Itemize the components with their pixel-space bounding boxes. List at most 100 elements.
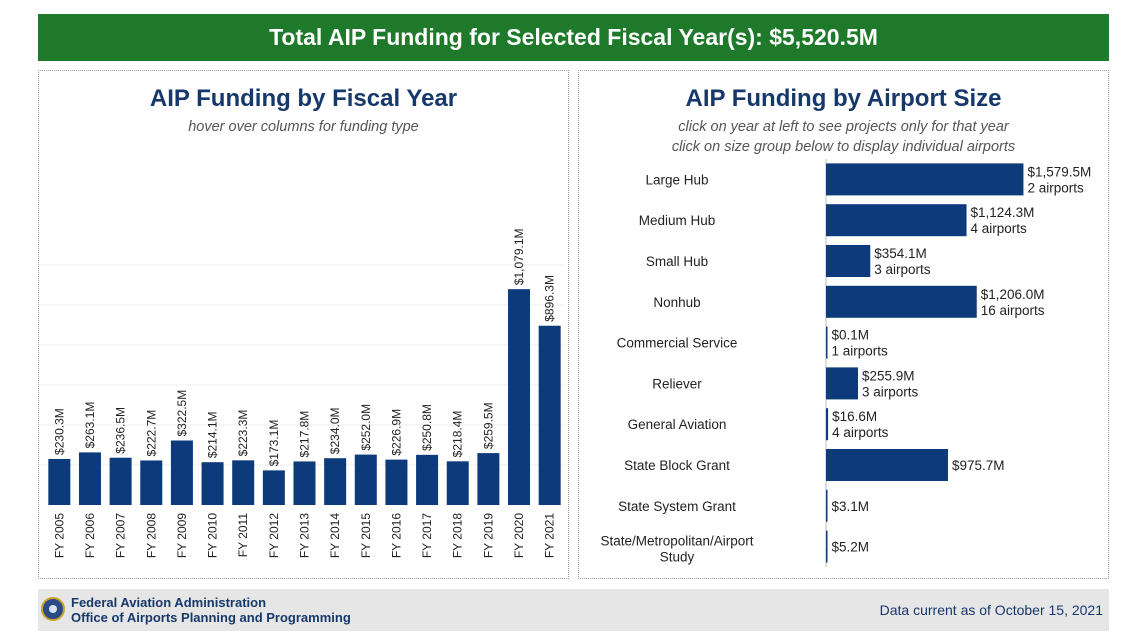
airport-size-value-label: $3.1M [832, 499, 870, 514]
fiscal-year-bar[interactable] [385, 459, 408, 505]
fiscal-year-bar[interactable] [170, 440, 193, 506]
airport-size-value-label: $1,579.5M [1027, 164, 1091, 179]
airport-size-value-label: $5.2M [832, 540, 870, 555]
fiscal-year-bar[interactable] [324, 458, 347, 505]
airport-size-value-label: $1,124.3M [971, 205, 1035, 220]
fiscal-year-bar[interactable] [262, 470, 285, 505]
airport-size-bar[interactable] [826, 163, 1024, 196]
fiscal-year-panel: AIP Funding by Fiscal Year hover over co… [38, 70, 569, 579]
airport-count-label: 4 airports [971, 221, 1028, 236]
fiscal-year-tick-label[interactable]: FY 2010 [206, 513, 220, 558]
fiscal-year-tick-label[interactable]: FY 2014 [328, 513, 342, 558]
fiscal-year-value-label: $173.1M [267, 420, 281, 467]
airport-size-category-label[interactable]: State/Metropolitan/Airport Study [600, 534, 753, 565]
fiscal-year-tick-label[interactable]: FY 2021 [543, 513, 557, 558]
airport-size-bar[interactable] [826, 530, 828, 563]
fiscal-year-tick-label[interactable]: FY 2007 [114, 513, 128, 558]
fiscal-year-bar[interactable] [477, 453, 500, 505]
fiscal-year-value-label: $322.5M [175, 390, 189, 437]
fiscal-year-tick-label[interactable]: FY 2011 [236, 513, 250, 558]
airport-size-category-label[interactable]: Medium Hub [639, 213, 716, 228]
fiscal-year-bar[interactable] [48, 458, 71, 505]
airport-count-label: 2 airports [1027, 180, 1084, 195]
fiscal-year-tick-label[interactable]: FY 2016 [389, 513, 403, 558]
data-current-date: Data current as of October 15, 2021 [879, 602, 1103, 618]
airport-size-bar[interactable] [826, 245, 871, 277]
airport-size-value-label: $975.7M [952, 458, 1005, 473]
org-office: Office of Airports Planning and Programm… [71, 610, 351, 625]
airport-size-subtitle-2: click on size group below to display ind… [671, 139, 1016, 155]
fiscal-year-tick-label[interactable]: FY 2015 [359, 513, 373, 558]
fiscal-year-tick-label[interactable]: FY 2018 [451, 513, 465, 558]
airport-size-category-label[interactable]: Small Hub [646, 254, 708, 269]
airport-size-category-label[interactable]: State System Grant [618, 499, 736, 514]
fiscal-year-value-label: $250.8M [420, 404, 434, 451]
fiscal-year-bar[interactable] [109, 457, 132, 505]
fiscal-year-chart-title: AIP Funding by Fiscal Year [149, 85, 458, 112]
total-funding-banner: Total AIP Funding for Selected Fiscal Ye… [38, 14, 1109, 61]
airport-count-label: 3 airports [862, 384, 919, 399]
airport-size-value-label: $1,206.0M [981, 287, 1045, 302]
fiscal-year-bar[interactable] [140, 460, 163, 505]
airport-count-label: 4 airports [832, 425, 889, 440]
fiscal-year-value-label: $214.1M [206, 411, 220, 458]
airport-size-category-label[interactable]: Reliever [652, 376, 702, 391]
airport-size-category-label[interactable]: Large Hub [645, 172, 708, 187]
airport-size-bar[interactable] [826, 408, 829, 441]
airport-size-category-label[interactable]: Commercial Service [617, 336, 738, 351]
fiscal-year-value-label: $259.5M [481, 402, 495, 449]
fiscal-year-tick-label[interactable]: FY 2005 [52, 513, 66, 558]
fiscal-year-bar[interactable] [78, 452, 101, 505]
fiscal-year-value-label: $234.0M [328, 407, 342, 454]
fiscal-year-bar[interactable] [416, 454, 439, 505]
fiscal-year-bar-chart: $230.3M FY 2005 $263.1M FY 2006 $236.5M FY 20… [39, 228, 565, 558]
airport-size-bar[interactable] [826, 449, 948, 481]
airport-count-label: 1 airports [832, 344, 889, 359]
airport-size-category-label[interactable]: General Aviation [628, 417, 727, 432]
fiscal-year-value-label: $236.5M [114, 407, 128, 454]
airport-size-bar[interactable] [826, 285, 977, 318]
fiscal-year-value-label: $1,079.1M [512, 228, 526, 285]
fiscal-year-tick-label[interactable]: FY 2019 [481, 513, 495, 558]
fiscal-year-value-label: $896.3M [543, 275, 557, 322]
fiscal-year-tick-label[interactable]: FY 2009 [175, 513, 189, 558]
airport-count-label: 3 airports [874, 262, 931, 277]
fiscal-year-bar[interactable] [232, 460, 255, 505]
fiscal-year-tick-label[interactable]: FY 2020 [512, 513, 526, 558]
fiscal-year-tick-label[interactable]: FY 2008 [144, 513, 158, 558]
fiscal-year-bar[interactable] [293, 461, 316, 505]
airport-size-bar-chart: Large Hub $1,579.5M2 airports Medium Hub $1… [600, 159, 1091, 567]
airport-size-value-label: $354.1M [874, 246, 927, 261]
fiscal-year-value-label: $263.1M [83, 402, 97, 449]
fiscal-year-value-label: $226.9M [389, 409, 403, 456]
fiscal-year-value-label: $252.0M [359, 404, 373, 451]
fiscal-year-value-label: $218.4M [451, 411, 465, 458]
airport-size-subtitle-1: click on year at left to see projects on… [678, 119, 1009, 135]
airport-size-bar[interactable] [826, 367, 858, 400]
airport-size-bar[interactable] [826, 204, 967, 237]
fiscal-year-tick-label[interactable]: FY 2013 [298, 513, 312, 558]
airport-size-chart-title: AIP Funding by Airport Size [685, 85, 1002, 112]
fiscal-year-value-label: $217.8M [298, 411, 312, 458]
total-funding-title: Total AIP Funding for Selected Fiscal Ye… [269, 24, 878, 50]
fiscal-year-tick-label[interactable]: FY 2012 [267, 513, 281, 558]
fiscal-year-bar[interactable] [446, 461, 469, 505]
fiscal-year-tick-label[interactable]: FY 2006 [83, 513, 97, 558]
fiscal-year-value-label: $223.3M [236, 410, 250, 457]
airport-size-value-label: $0.1M [832, 328, 870, 343]
fiscal-year-bar[interactable] [538, 325, 561, 505]
fiscal-year-tick-label[interactable]: FY 2017 [420, 513, 434, 558]
airport-count-label: 16 airports [981, 303, 1045, 318]
airport-size-category-label[interactable]: Nonhub [653, 295, 700, 310]
airport-size-value-label: $16.6M [832, 409, 877, 424]
airport-size-bar[interactable] [826, 326, 828, 359]
fiscal-year-value-label: $230.3M [52, 408, 66, 455]
airport-size-panel: AIP Funding by Airport Size click on yea… [578, 70, 1109, 579]
fiscal-year-chart-subtitle: hover over columns for funding type [188, 119, 419, 135]
fiscal-year-bar[interactable] [508, 289, 531, 505]
fiscal-year-bar[interactable] [354, 454, 377, 505]
airport-size-bar[interactable] [826, 489, 828, 522]
footer: Federal Aviation Administration Office o… [38, 589, 1109, 631]
airport-size-category-label[interactable]: State Block Grant [624, 458, 730, 473]
fiscal-year-bar[interactable] [201, 462, 224, 505]
